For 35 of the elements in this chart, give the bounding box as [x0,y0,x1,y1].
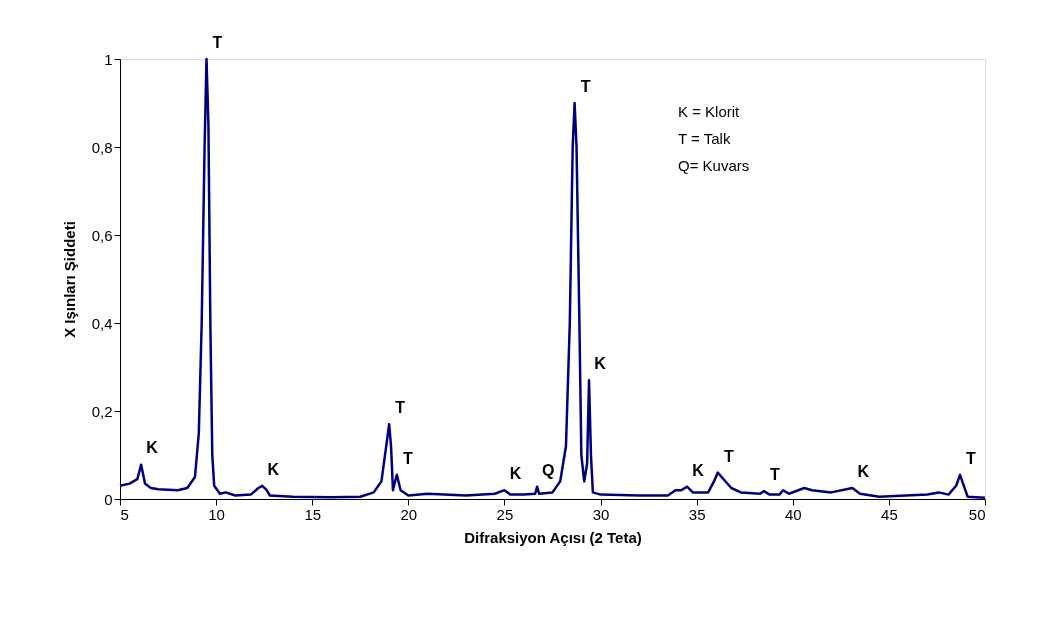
x-tick-label: 45 [881,505,898,523]
annotation: K [857,463,870,480]
y-tick-label: 0,2 [91,402,113,420]
x-tick-label: 10 [208,505,225,523]
annotation: T [580,78,591,95]
y-tick-label: 0 [104,490,113,508]
annotation: Q [541,461,555,479]
y-tick-label: 0,4 [91,314,113,332]
x-tick-label: 15 [304,505,322,523]
annotation: K [594,355,607,373]
annotation: T = Talk [678,130,731,147]
y-axis-title: X Işınları Şiddeti [60,221,78,338]
annotation: T [212,34,223,51]
annotation: T [402,449,413,467]
y-tick-label: 0,8 [91,138,113,156]
x-tick-label: 25 [496,505,514,523]
annotation: K [692,461,705,479]
y-tick-label: 1 [104,50,113,68]
annotation: K [146,438,159,456]
x-tick-label: 50 [968,505,986,523]
annotation: T [723,447,734,465]
x-tick-label: 35 [688,505,706,523]
annotation: T [770,466,781,484]
x-tick-label: 5 [120,505,129,523]
x-tick-label: 30 [592,505,610,523]
y-tick-label: 0,6 [91,226,113,244]
annotation: K = Klorit [678,103,741,120]
x-axis-title: Difraksiyon Açısı (2 Teta) [464,528,642,546]
annotation: K [267,460,280,478]
annotation: Q= Kuvars [678,157,750,174]
annotation: T [966,449,977,467]
annotation: K [509,465,522,483]
x-tick-label: 20 [400,505,418,523]
annotation: T [395,399,406,417]
x-tick-label: 40 [784,505,802,523]
